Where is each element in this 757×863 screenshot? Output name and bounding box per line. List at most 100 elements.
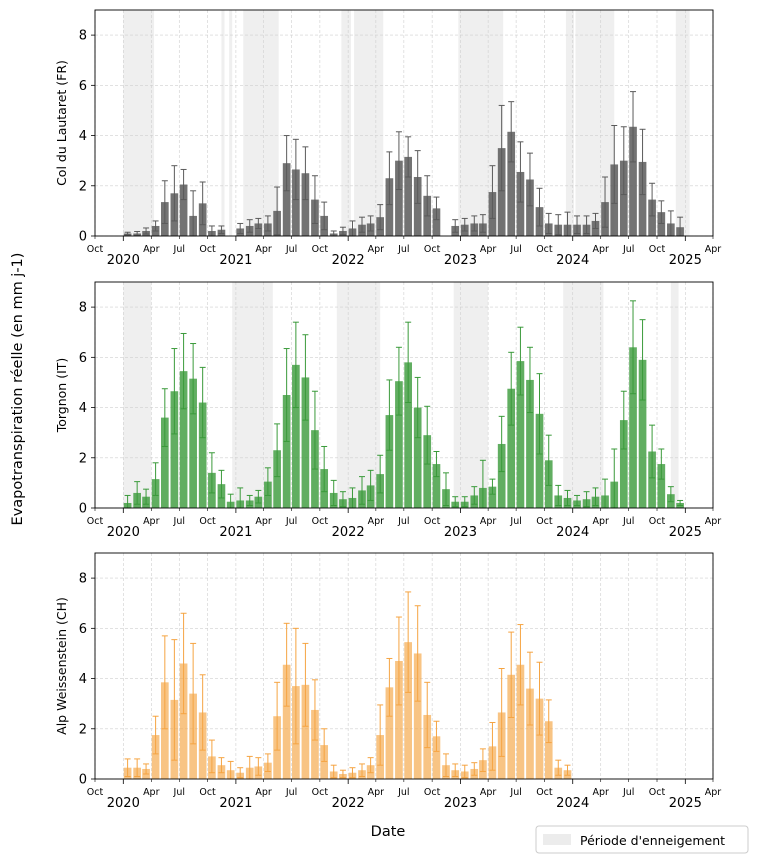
error-bar [545, 699, 552, 744]
error-bar [152, 462, 159, 496]
x-tick-month-label: Jul [397, 244, 409, 255]
bar [413, 407, 422, 508]
error-bar [602, 176, 609, 228]
x-tick-year-label: 2020 [107, 796, 140, 811]
y-tick-label: 0 [79, 230, 87, 245]
snow-period [336, 282, 381, 508]
x-tick-month-label: Apr [368, 787, 385, 798]
error-bar [274, 681, 281, 751]
x-tick-year-label: 2024 [556, 525, 589, 540]
error-bar [433, 451, 440, 478]
error-bar [526, 346, 533, 414]
error-bar [143, 488, 150, 505]
x-tick-month-label: Oct [424, 244, 441, 255]
x-tick-month-label: Oct [536, 516, 553, 527]
snow-period [221, 10, 225, 236]
bar [432, 208, 441, 236]
bar [648, 451, 656, 508]
snow-period [563, 282, 604, 508]
x-tick-month-label: Oct [87, 244, 104, 255]
snow-period [453, 282, 489, 508]
bar [619, 420, 628, 508]
bar [179, 371, 188, 508]
error-bar [311, 175, 318, 224]
error-bar [367, 757, 374, 774]
error-bar [620, 126, 627, 196]
snow-period [229, 10, 233, 236]
x-tick-month-label: Apr [143, 787, 160, 798]
x-tick-month-label: Apr [480, 244, 497, 255]
y-tick-label: 4 [79, 672, 87, 687]
x-tick-month-label: Oct [649, 516, 666, 527]
y-tick-label: 8 [79, 301, 87, 316]
x-tick-month-label: Apr [255, 516, 272, 527]
bar [497, 148, 506, 236]
x-tick-month-label: Jul [173, 787, 185, 798]
y-tick-label: 8 [79, 572, 87, 587]
x-tick-month-label: Jul [285, 244, 297, 255]
panel-ylabel: Torgnon (IT) [54, 358, 69, 434]
figure-ylabel: Evapotranspiration réelle (en mm j-1) [10, 253, 26, 526]
error-bar [574, 215, 581, 234]
error-bar [442, 753, 449, 777]
error-bar [452, 496, 459, 508]
error-bar [321, 728, 328, 762]
error-bar [208, 452, 215, 494]
error-bar [555, 214, 562, 236]
error-bar [424, 681, 431, 749]
error-bar [498, 415, 505, 473]
error-bar [264, 215, 271, 232]
y-tick-label: 2 [79, 722, 87, 737]
error-bar [199, 366, 206, 439]
y-tick-label: 8 [79, 29, 87, 44]
bar [160, 682, 169, 779]
x-tick-month-label: Apr [143, 244, 160, 255]
x-tick-year-label: 2020 [107, 253, 140, 268]
error-bar [274, 186, 281, 236]
x-tick-month-label: Apr [368, 244, 385, 255]
x-tick-month-label: Oct [199, 244, 216, 255]
y-tick-label: 6 [79, 351, 87, 366]
x-tick-month-label: Jul [397, 516, 409, 527]
error-bar [592, 212, 599, 229]
error-bar [630, 300, 637, 395]
error-bar [498, 104, 505, 192]
y-tick-label: 6 [79, 79, 87, 94]
bar [423, 435, 432, 508]
bar [320, 745, 329, 779]
error-bar [405, 136, 412, 178]
error-bar [545, 434, 552, 486]
error-bar [283, 135, 290, 192]
error-bar [498, 668, 505, 757]
error-bar [442, 472, 449, 506]
x-tick-month-label: Apr [480, 787, 497, 798]
error-bar [264, 467, 271, 496]
figure-xlabel: Date [371, 824, 406, 840]
legend-frame [535, 825, 749, 854]
bar [526, 688, 534, 779]
x-tick-month-label: Jul [285, 516, 297, 527]
x-tick-year-label: 2025 [669, 525, 702, 540]
error-bar [508, 631, 515, 718]
x-tick-year-label: 2022 [332, 253, 365, 268]
error-bar [611, 125, 618, 204]
bar [432, 736, 441, 779]
error-bar [292, 321, 299, 409]
error-bar [237, 222, 244, 234]
x-tick-month-label: Oct [312, 787, 329, 798]
error-bar [134, 758, 141, 777]
bar [179, 663, 188, 779]
bar [535, 413, 544, 508]
error-bar [405, 321, 412, 404]
bar [516, 171, 525, 236]
x-tick-month-label: Apr [255, 244, 272, 255]
bar [507, 131, 516, 236]
x-tick-month-label: Apr [143, 516, 160, 527]
error-bar [190, 343, 197, 415]
bar [404, 642, 412, 779]
bar [507, 674, 516, 779]
snow-period [354, 10, 384, 236]
